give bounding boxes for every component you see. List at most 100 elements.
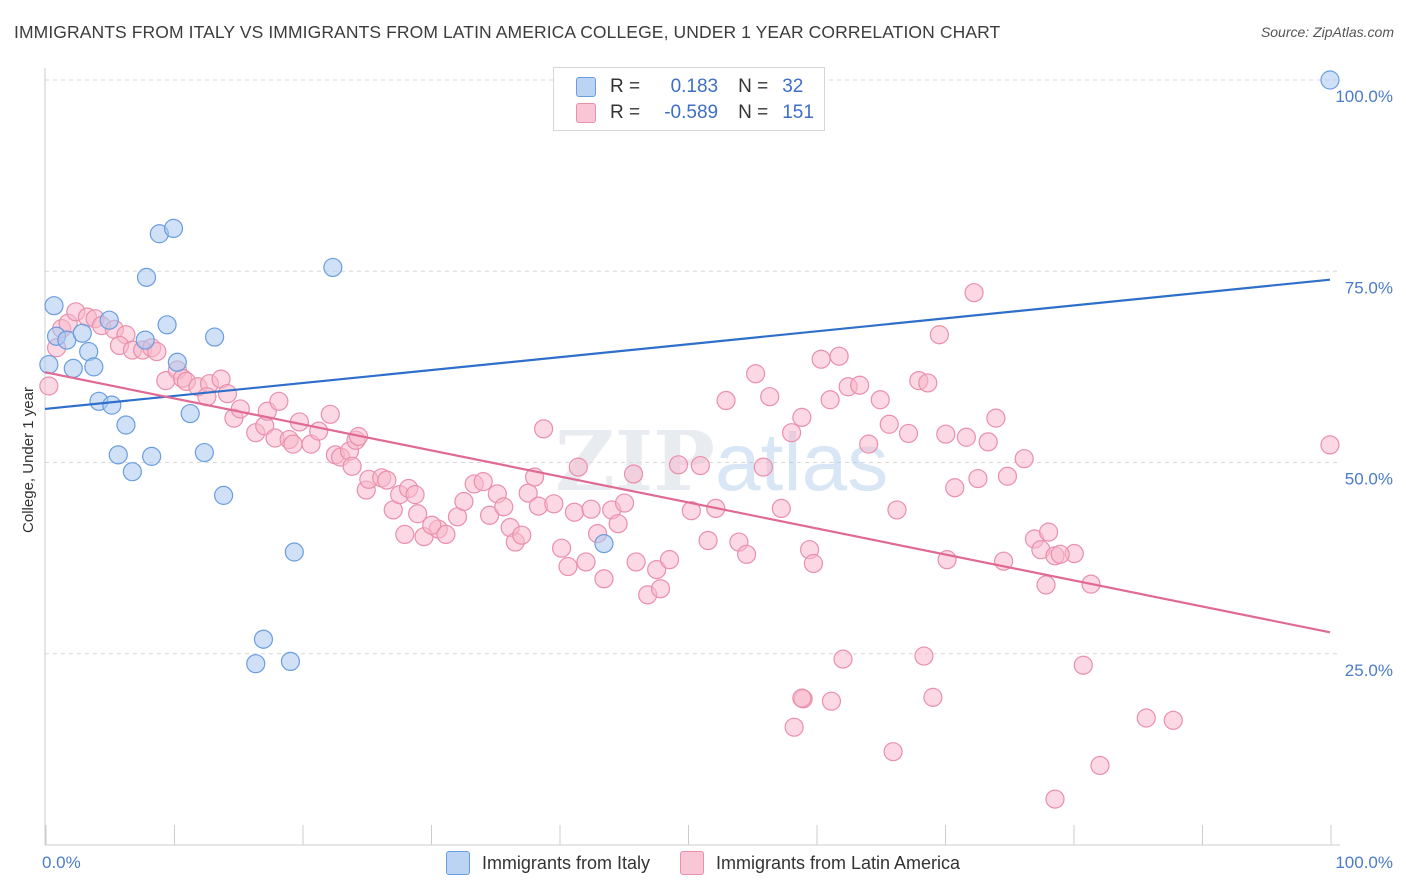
latam-point-52 [395,524,415,545]
latam-point-58 [454,491,474,512]
series-legend: Immigrants from Italy Immigrants from La… [0,851,1406,875]
trend-lines [44,278,1331,634]
latam-swatch [576,103,596,123]
latam-point-124 [997,466,1018,486]
latam-point-149 [1045,789,1065,809]
italy-point-18 [142,446,162,466]
italy-point-28 [280,651,301,672]
latam-point-0 [39,376,59,396]
italy-point-0 [44,296,64,316]
italy-point-30 [1320,70,1340,90]
latam-point-51 [408,504,428,524]
legend-row-latam: R = -0.589 N = 151 [576,101,814,125]
latam-point-101 [781,423,802,443]
latam-n-value: 151 [782,102,814,123]
latam-point-61 [480,505,500,525]
latam-point-139 [833,649,853,669]
latam-point-131 [1073,655,1093,675]
legend-item-latam: Immigrants from Latin America [679,851,961,875]
latam-point-66 [512,525,532,545]
latam-trend-line [44,371,1331,634]
latam-point-97 [746,364,766,384]
latam-r-value: -0.589 [664,102,719,123]
latam-point-87 [650,579,671,599]
latam-point-76 [576,552,596,572]
italy-point-9 [102,395,122,415]
latam-point-102 [792,407,812,427]
latam-point-142 [792,688,812,708]
latam-point-60 [473,472,493,492]
italy-point-14 [180,403,200,424]
italy-point-13 [167,352,187,372]
italy-point-15 [205,327,225,347]
latam-point-141 [784,717,804,737]
latam-point-118 [936,424,956,444]
italy-point-3 [72,323,92,343]
italy-point-6 [63,358,83,379]
latam-point-63 [494,497,514,517]
latam-point-104 [803,553,824,574]
latam-point-77 [581,499,601,519]
latam-point-114 [898,423,919,444]
latam-point-89 [668,455,689,475]
latam-point-84 [626,552,646,572]
source-label: Source: ZipAtlas.com [1260,24,1394,40]
italy-point-31 [39,354,59,375]
latam-point-86 [647,559,667,580]
latam-point-137 [923,687,943,707]
italy-point-19 [122,462,142,482]
watermark: ZIP atlas [555,414,888,510]
latam-point-143 [821,691,842,711]
latam-point-75 [568,457,588,477]
latam-point-109 [850,375,870,395]
gridlines [45,79,1340,655]
x-tick-label-max: 100.0% [1335,853,1393,872]
latam-point-14 [147,341,167,362]
latam-point-55 [422,515,442,535]
latam-legend-label: Immigrants from Latin America [715,852,961,873]
latam-point-113 [887,500,907,520]
italy-point-12 [157,315,177,335]
latam-point-110 [859,434,879,454]
latam-point-73 [558,556,578,577]
latam-point-122 [978,432,998,452]
latam-point-29 [269,391,289,411]
italy-point-7 [99,310,119,330]
latam-point-133 [1036,575,1056,595]
y-tick-label-100: 100.0% [1335,87,1393,106]
italy-points [39,70,1340,674]
latam-point-112 [879,414,899,434]
italy-point-23 [163,218,184,239]
italy-point-5 [84,357,104,377]
stats-legend: R = 0.183 N = 32 R = -0.589 N = 151 [553,67,825,131]
latam-point-36 [320,404,340,424]
latam-point-35 [309,421,329,441]
y-axis-label: College, Under 1 year [20,387,37,533]
italy-legend-swatch [445,851,470,875]
latam-points [39,283,1340,809]
latam-point-96 [737,544,757,564]
latam-point-105 [811,349,831,369]
latam-point-81 [608,514,628,534]
latam-point-91 [690,455,710,476]
latam-point-72 [551,538,572,558]
latam-point-128 [1038,522,1059,542]
latam-point-116 [918,373,938,393]
italy-point-11 [135,330,155,350]
italy-n-value: 32 [782,76,804,97]
italy-point-26 [253,629,274,649]
axes [44,68,1340,846]
italy-point-17 [108,445,128,465]
latam-point-83 [623,464,644,484]
italy-legend-label: Immigrants from Italy [481,852,650,873]
y-tick-label-25: 25.0% [1345,661,1393,680]
latam-n-label: N = [738,102,769,123]
latam-point-148 [1090,755,1110,776]
legend-item-italy: Immigrants from Italy [445,851,650,875]
italy-point-25 [284,542,304,562]
latam-point-50 [405,485,425,505]
latam-point-94 [716,390,736,411]
latam-point-46 [377,470,397,490]
latam-legend-swatch [679,851,704,875]
